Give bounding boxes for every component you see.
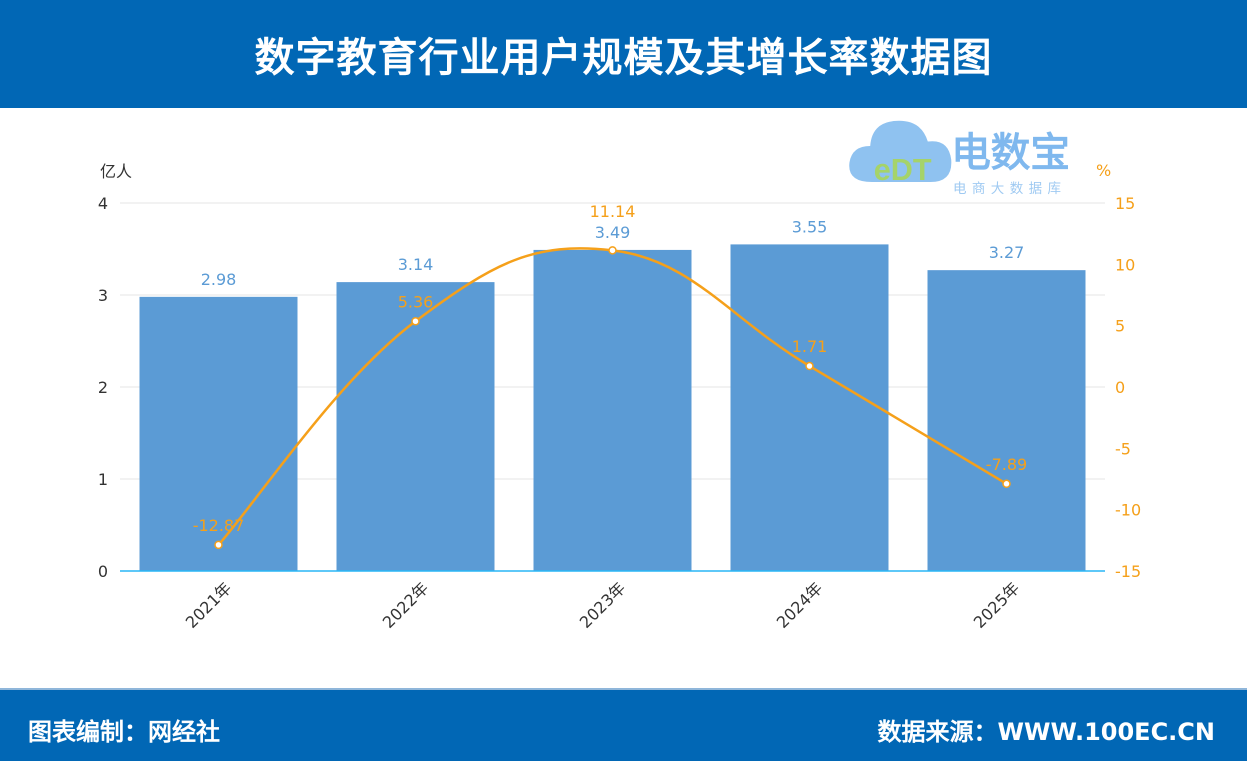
bar [927, 270, 1086, 571]
line-label: -12.87 [193, 516, 245, 535]
line-label: 11.14 [590, 202, 636, 221]
x-tick-label: 2024年 [773, 578, 827, 632]
y2-tick-label: -5 [1115, 439, 1131, 458]
y2-tick-label: 10 [1115, 255, 1135, 274]
bar-label: 3.49 [595, 223, 631, 242]
line-label: -7.89 [986, 455, 1027, 474]
bar [730, 244, 889, 571]
line-point [214, 540, 223, 550]
x-tick-label: 2023年 [576, 578, 630, 632]
y-axis-label: 亿人 [100, 162, 132, 181]
x-tick-label: 2022年 [379, 578, 433, 632]
footer-credit: 图表编制：网经社 [28, 718, 220, 746]
bar [533, 249, 692, 572]
x-tick-label: 2025年 [970, 578, 1024, 632]
y-tick-label: 4 [98, 194, 108, 213]
footer-source: 数据来源：WWW.100EC.CN [877, 718, 1216, 746]
y2-tick-label: 0 [1115, 378, 1125, 397]
footer: 图表编制：网经社 数据来源：WWW.100EC.CN [0, 688, 1247, 761]
x-tick-label: 2021年 [182, 578, 236, 632]
bar-label: 2.98 [201, 270, 237, 289]
line-point [411, 317, 420, 326]
y-tick-label: 3 [98, 286, 108, 305]
svg-text:eDT: eDT [874, 153, 932, 187]
y-tick-label: 0 [98, 562, 108, 581]
line-point [1002, 479, 1011, 489]
y2-tick-label: -15 [1115, 562, 1141, 581]
y-tick-label: 2 [98, 378, 108, 397]
bar-label: 3.55 [792, 217, 828, 236]
line-label: 1.71 [792, 337, 828, 356]
chart: 0 1 2 3 4 -15 -10 -5 0 5 10 15 亿人 % 2.98 3.14 3.49 3.55 3.… [98, 161, 1141, 632]
y2-tick-label: 15 [1115, 194, 1135, 213]
line-label: 5.36 [398, 292, 434, 311]
line-point [608, 246, 617, 255]
y2-tick-label: 5 [1115, 317, 1125, 336]
svg-text:电数宝: 电数宝 [951, 130, 1070, 176]
bar [139, 296, 298, 571]
logo: eDT 电数宝 电商大数据库 [849, 120, 1070, 197]
line-point [805, 361, 814, 371]
y2-tick-label: -10 [1115, 501, 1141, 520]
bar-label: 3.14 [398, 255, 434, 274]
svg-text:电商大数据库: 电商大数据库 [953, 181, 1066, 197]
y-tick-label: 1 [98, 470, 108, 489]
y2-axis-label: % [1096, 161, 1111, 180]
bar-label: 3.27 [989, 243, 1025, 262]
page-title: 数字教育行业用户规模及其增长率数据图 [254, 35, 993, 81]
bar [336, 282, 495, 571]
header: 数字教育行业用户规模及其增长率数据图 [0, 0, 1247, 108]
